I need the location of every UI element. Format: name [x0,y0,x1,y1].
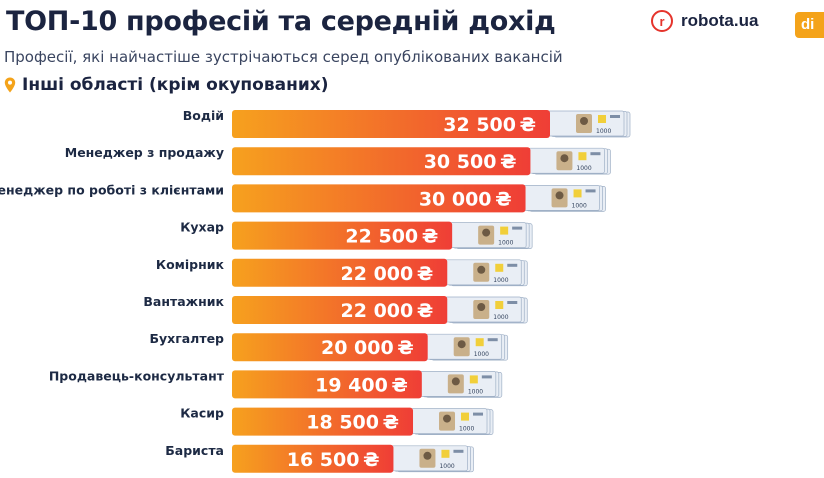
currency-symbol: ₴ [495,188,511,210]
currency-symbol: ₴ [417,300,433,322]
salary-bar [232,184,526,213]
value-label: 22 500 [345,226,418,248]
banknote-icon: 1000 [410,408,494,435]
category-label: Продавець-консультант [49,368,225,383]
currency-symbol: ₴ [520,114,536,136]
banknote-label: 1000 [493,277,508,284]
banknote-label: 1000 [439,463,454,470]
banknote-label: 1000 [596,128,611,135]
banknote-icon: 1000 [425,333,509,361]
salary-bar [232,221,453,250]
value-label: 18 500 [306,412,379,434]
banknote-label: 1000 [576,165,591,172]
value-label: 19 400 [315,374,388,396]
currency-symbol: ₴ [422,226,438,248]
robota-logo-text: robota.ua [681,11,759,30]
category-label: Вантажник [143,294,224,309]
value-label: 32 500 [443,114,516,136]
partner-logo: di [795,12,824,38]
category-label: Бухгалтер [149,331,224,346]
category-label: Менеджер по роботі з клієнтами [0,182,224,197]
category-label: Касир [180,406,224,421]
robota-logo-icon: r [651,10,673,32]
salary-bar [232,147,531,176]
chart-subtitle: Професії, які найчастіше зустрічаються с… [4,48,563,66]
banknote-icon: 1000 [419,371,503,398]
banknote-icon: 1000 [444,259,528,287]
value-label: 20 000 [321,337,394,359]
salary-bar [232,444,394,473]
salary-bar [232,370,422,399]
currency-symbol: ₴ [363,449,379,471]
banknote-icon: 1000 [391,445,474,473]
category-label: Водій [183,108,224,123]
map-pin-icon [4,77,16,93]
currency-symbol: ₴ [417,263,433,285]
category-label: Комірник [156,257,225,272]
value-label: 30 500 [424,151,497,173]
salary-bar [232,407,414,436]
value-label: 16 500 [287,449,360,471]
banknote-label: 1000 [459,426,474,433]
category-label: Менеджер з продажу [65,145,224,160]
currency-symbol: ₴ [383,412,399,434]
banknote-icon: 1000 [449,222,533,249]
currency-symbol: ₴ [500,151,516,173]
banknote-label: 1000 [474,351,489,358]
robota-logo: r robota.ua [651,10,758,32]
banknote-label: 1000 [493,314,508,321]
category-label: Кухар [180,220,224,235]
banknote-label: 1000 [572,202,587,209]
region-label: Інші області (крім окупованих) [22,75,329,95]
banknote-label: 1000 [468,388,483,395]
chart-title: ТОП-10 професій та середній дохід [6,6,556,37]
salary-bar [232,110,550,138]
salary-bar [232,258,448,287]
currency-symbol: ₴ [397,337,413,359]
banknote-icon: 1000 [528,147,611,175]
value-label: 30 000 [419,188,492,210]
banknote-icon: 1000 [523,185,606,212]
region-heading: Інші області (крім окупованих) [4,75,328,95]
category-label: Бариста [165,443,224,458]
currency-symbol: ₴ [391,374,407,396]
salary-bar [232,333,428,362]
value-label: 22 000 [341,300,414,322]
banknote-label: 1000 [498,240,513,247]
value-label: 22 000 [341,263,414,285]
salary-bar [232,296,448,324]
banknote-icon: 1000 [444,296,528,324]
banknote-icon: 1000 [547,110,631,138]
